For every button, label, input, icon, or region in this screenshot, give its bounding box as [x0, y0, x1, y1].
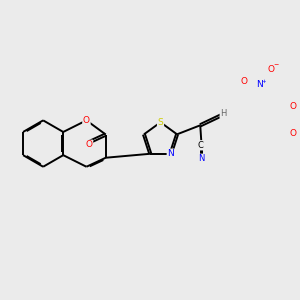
Text: O: O — [290, 129, 296, 138]
Text: S: S — [158, 118, 164, 127]
Text: O: O — [241, 77, 248, 86]
Text: N: N — [198, 154, 205, 163]
Text: H: H — [220, 109, 226, 118]
Text: $^+$: $^+$ — [260, 78, 267, 87]
Text: C: C — [198, 141, 204, 150]
Text: $^-$: $^-$ — [272, 61, 280, 70]
Text: N: N — [167, 149, 174, 158]
Text: O: O — [290, 102, 296, 111]
Text: O: O — [83, 116, 90, 125]
Text: O: O — [85, 140, 92, 149]
Text: O: O — [268, 65, 274, 74]
Text: N: N — [256, 80, 263, 88]
